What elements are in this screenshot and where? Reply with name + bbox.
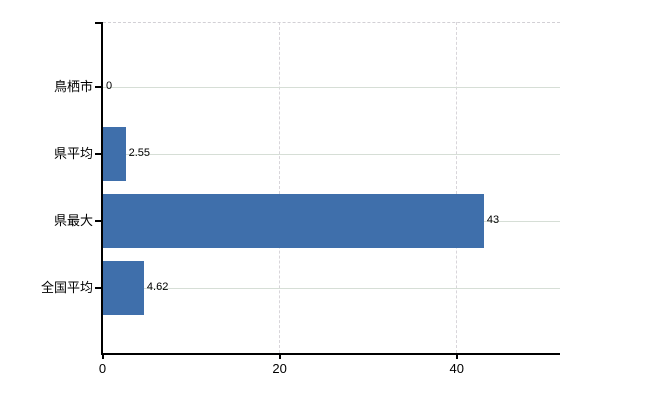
- y-axis-tick: [95, 287, 102, 289]
- x-axis-tick-label: 0: [98, 361, 107, 376]
- h-gridline: [103, 288, 560, 289]
- bar-value-label: 43: [486, 214, 500, 226]
- y-axis-tick: [95, 220, 102, 222]
- bar: [103, 194, 484, 248]
- y-axis-tick: [95, 153, 102, 155]
- category-label: 県平均: [53, 146, 93, 161]
- y-axis-top-tick: [95, 22, 102, 24]
- v-gridline: [279, 22, 281, 353]
- category-label: 県最大: [53, 213, 93, 228]
- x-axis-tick-label: 20: [272, 361, 287, 376]
- y-axis-tick: [95, 86, 102, 88]
- x-axis-line: [101, 353, 560, 355]
- bar-value-label: 2.55: [128, 147, 150, 159]
- v-gridline: [456, 22, 458, 353]
- bar-value-label: 4.62: [146, 281, 169, 293]
- h-gridline: [103, 87, 560, 88]
- x-axis-tick: [455, 354, 458, 359]
- category-label: 全国平均: [40, 280, 93, 295]
- plot-area: 0 2.55 43 4.62: [103, 22, 560, 353]
- h-gridline: [103, 154, 560, 155]
- plot-top-border: [103, 22, 560, 23]
- x-axis-tick: [101, 354, 104, 359]
- category-label: 鳥栖市: [53, 79, 93, 94]
- x-axis-tick: [278, 354, 281, 359]
- bar: [103, 261, 144, 315]
- y-axis-line: [101, 22, 103, 354]
- bar: [103, 127, 126, 181]
- x-axis-tick-label: 40: [449, 361, 464, 376]
- bar-value-label: 0: [106, 80, 113, 92]
